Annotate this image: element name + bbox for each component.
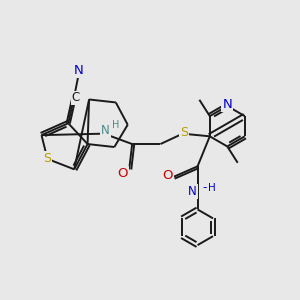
Text: N: N xyxy=(188,185,197,198)
Text: H: H xyxy=(112,120,119,130)
Text: -: - xyxy=(202,181,206,194)
Text: O: O xyxy=(163,169,173,182)
Text: O: O xyxy=(117,167,128,180)
Text: S: S xyxy=(44,152,52,165)
Text: N: N xyxy=(222,98,232,111)
Text: H: H xyxy=(208,183,216,193)
Text: C: C xyxy=(72,92,80,104)
Text: N: N xyxy=(74,64,83,77)
Text: N: N xyxy=(101,124,110,137)
Text: S: S xyxy=(180,126,188,139)
